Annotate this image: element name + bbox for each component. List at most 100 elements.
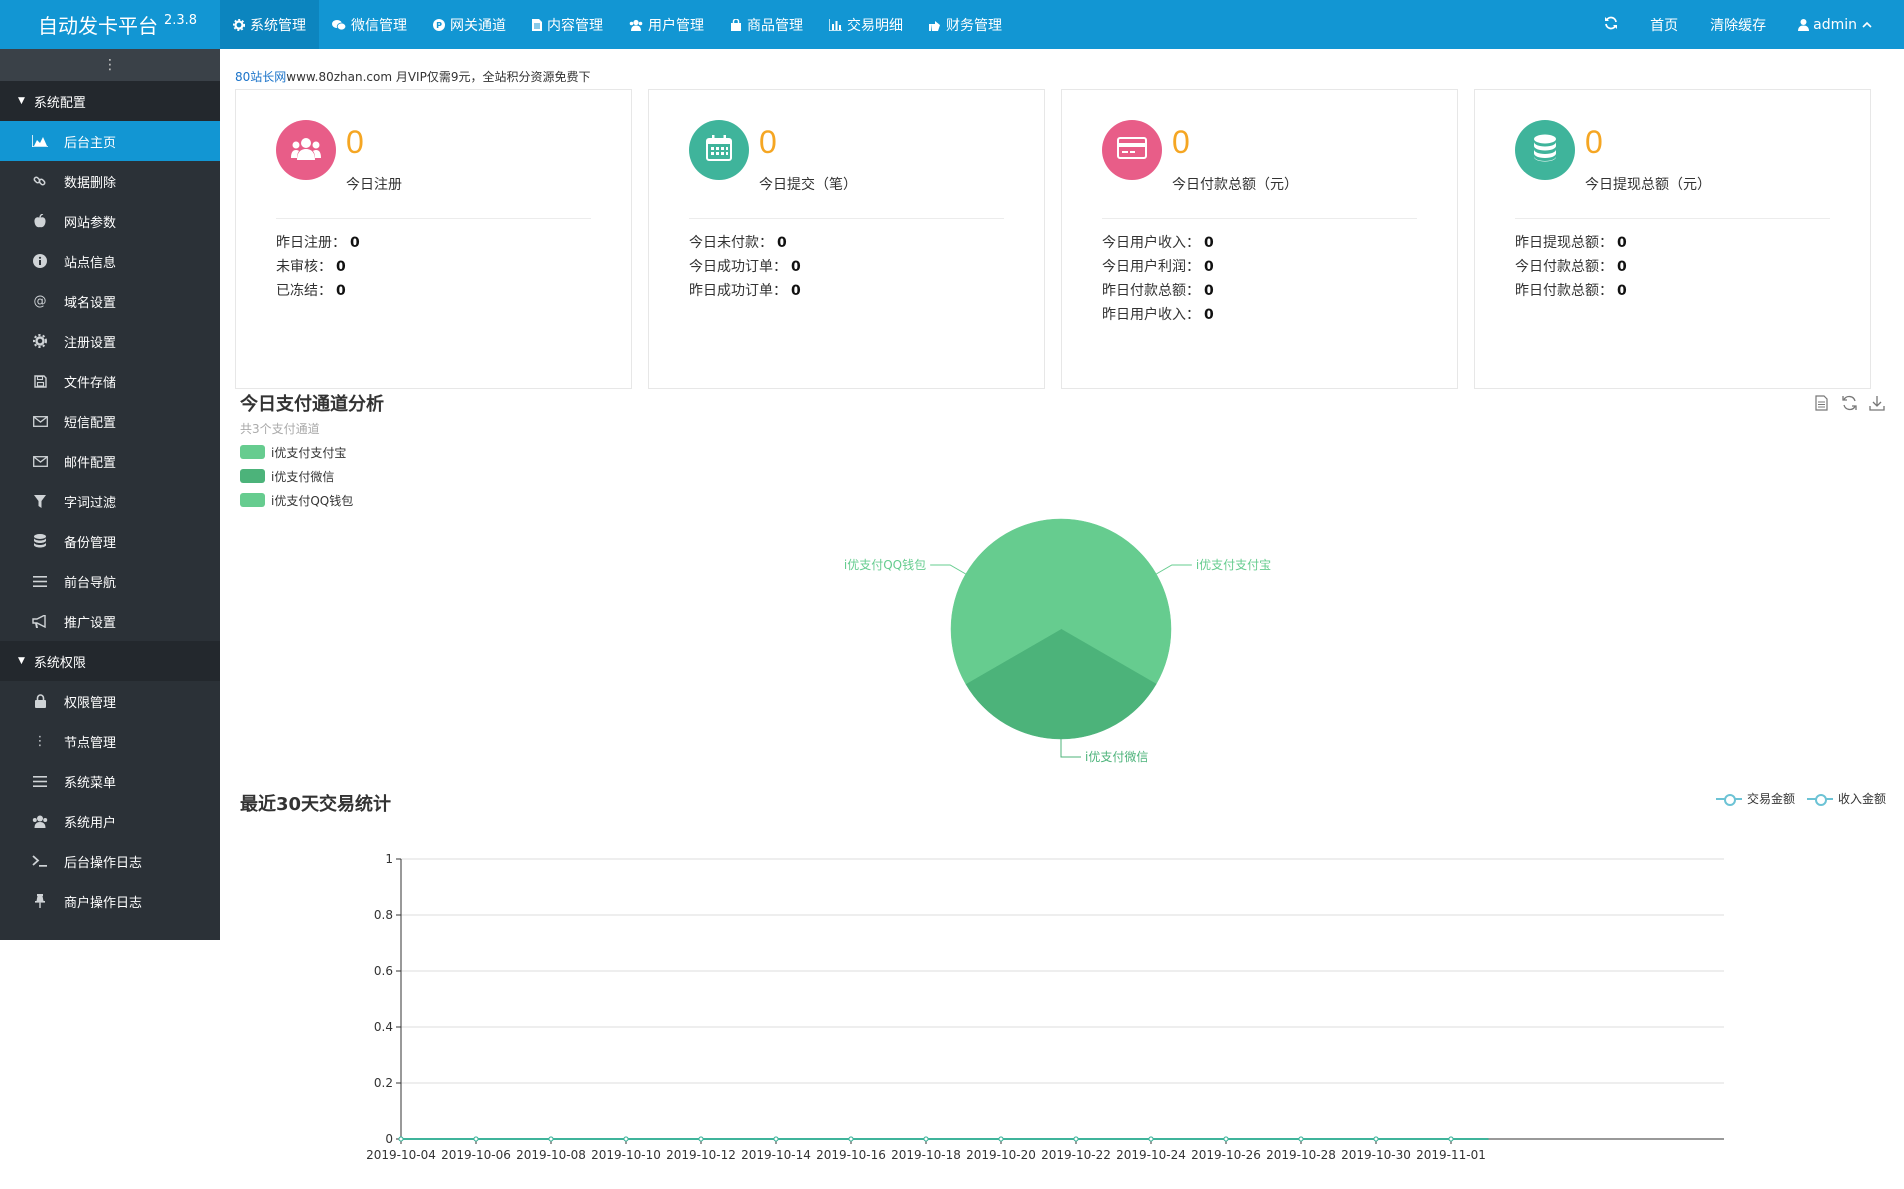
save-icon [30, 374, 50, 388]
pie-slice-label: i优支付支付宝 [1196, 558, 1271, 572]
sidebar-item-word-filter[interactable]: 字词过滤 [0, 481, 220, 521]
card-value: 0 [1172, 124, 1190, 160]
sidebar-item-nodes[interactable]: ⋮ 节点管理 [0, 721, 220, 761]
sidebar-item-promotion[interactable]: 推广设置 [0, 601, 220, 641]
sidebar-item-file-storage[interactable]: 文件存储 [0, 361, 220, 401]
pie-leader-line [930, 564, 966, 575]
sidebar-item-merchant-log[interactable]: 商户操作日志 [0, 881, 220, 921]
x-tick-label: 2019-10-06 [441, 1148, 511, 1162]
sidebar-item-permissions[interactable]: 权限管理 [0, 681, 220, 721]
stat-row: 未审核： 0 [276, 255, 360, 279]
stat-row: 昨日注册： 0 [276, 231, 360, 255]
legend-item[interactable]: 收入金额 [1806, 790, 1886, 807]
pie-slice [965, 628, 1157, 740]
sidebar-item-label: 后台操作日志 [64, 855, 143, 871]
stat-value: 0 [1617, 259, 1627, 275]
topnav-transactions[interactable]: 交易明细 [816, 0, 916, 49]
vertical-ellipsis-icon: ⋮ [103, 57, 117, 73]
legend-item[interactable]: i优支付QQ钱包 [240, 488, 353, 512]
data-point [548, 1136, 554, 1142]
legend-item[interactable]: i优支付微信 [240, 464, 353, 488]
card-value: 0 [759, 124, 777, 160]
stat-value: 0 [1204, 235, 1214, 251]
sidebar-item-system-menu[interactable]: 系统菜单 [0, 761, 220, 801]
sidebar-item-data-delete[interactable]: 数据删除 [0, 161, 220, 201]
pie-slice-label: i优支付QQ钱包 [844, 557, 926, 572]
pie-chart-title: 今日支付通道分析 [240, 394, 384, 415]
x-tick-label: 2019-10-26 [1191, 1148, 1261, 1162]
sidebar-item-sms[interactable]: 短信配置 [0, 401, 220, 441]
sidebar-item-label: 短信配置 [64, 415, 117, 431]
data-view-icon[interactable] [1812, 394, 1830, 412]
clear-cache-link[interactable]: 清除缓存 [1710, 17, 1767, 34]
topnav-wechat[interactable]: 微信管理 [319, 0, 420, 49]
sidebar-item-email[interactable]: 邮件配置 [0, 441, 220, 481]
sidebar-item-backup[interactable]: 备份管理 [0, 521, 220, 561]
brand[interactable]: 自动发卡平台 2.3.8 [0, 0, 220, 49]
refresh-button[interactable] [1588, 16, 1634, 34]
refresh-icon [1604, 16, 1618, 34]
sidebar-item-register[interactable]: 注册设置 [0, 321, 220, 361]
topnav-label: 交易明细 [847, 17, 903, 34]
shop-icon [730, 18, 742, 31]
stat-row: 今日成功订单： 0 [689, 255, 801, 279]
users-icon [629, 19, 643, 31]
stat-value: 0 [777, 235, 787, 251]
topnav-gateway[interactable]: P 网关通道 [420, 0, 519, 49]
sidebar-item-label: 站点信息 [64, 255, 117, 271]
sidebar-group-system-permissions[interactable]: ▼ 系统权限 [0, 641, 220, 681]
sidebar-item-front-nav[interactable]: 前台导航 [0, 561, 220, 601]
envelope-icon [30, 415, 50, 427]
restore-icon[interactable] [1840, 394, 1858, 412]
sidebar-item-site-params[interactable]: 网站参数 [0, 201, 220, 241]
sidebar-item-admin-log[interactable]: 后台操作日志 [0, 841, 220, 881]
envelope-icon [30, 455, 50, 467]
card-caption: 今日注册 [346, 177, 402, 193]
sidebar-item-label: 系统菜单 [64, 775, 117, 791]
topnav-finance[interactable]: 财务管理 [916, 0, 1015, 49]
notice-link[interactable]: 80站长网 [235, 70, 287, 84]
pie-leader-line [1060, 739, 1081, 758]
topnav-system[interactable]: 系统管理 [220, 0, 319, 49]
x-tick-label: 2019-10-22 [1041, 1148, 1111, 1162]
gear-icon [233, 18, 245, 31]
topnav-label: 内容管理 [547, 17, 603, 34]
download-icon[interactable] [1868, 394, 1886, 412]
topnav-content[interactable]: 内容管理 [519, 0, 616, 49]
stat-label: 今日未付款： [689, 235, 773, 251]
database-icon [1533, 134, 1557, 166]
pie-slice [950, 518, 1062, 685]
stat-row: 昨日付款总额： 0 [1102, 279, 1214, 303]
sidebar-item-site-info[interactable]: 站点信息 [0, 241, 220, 281]
data-point [1373, 1136, 1379, 1142]
legend-label: i优支付QQ钱包 [271, 493, 354, 508]
sidebar-item-system-users[interactable]: 系统用户 [0, 801, 220, 841]
sidebar-toggle[interactable]: ⋮ [0, 49, 220, 81]
card-divider [1102, 218, 1417, 219]
topnav-users[interactable]: 用户管理 [616, 0, 717, 49]
stat-row: 今日未付款： 0 [689, 231, 801, 255]
sidebar-item-label: 数据删除 [64, 175, 117, 191]
sidebar-item-label: 前台导航 [64, 575, 117, 591]
topnav-label: 网关通道 [450, 17, 506, 34]
brand-version: 2.3.8 [164, 13, 198, 28]
x-tick-label: 2019-10-20 [966, 1148, 1036, 1162]
legend-item[interactable]: i优支付支付宝 [240, 440, 353, 464]
area-chart-icon [30, 135, 50, 147]
sidebar-item-dashboard[interactable]: 后台主页 [0, 121, 220, 161]
stat-label: 昨日付款总额： [1102, 283, 1200, 299]
stat-value: 0 [1204, 283, 1214, 299]
calendar-icon [706, 135, 732, 165]
home-link[interactable]: 首页 [1650, 17, 1679, 34]
topnav-label: 系统管理 [250, 17, 306, 34]
user-icon [1798, 18, 1810, 31]
topnav-goods[interactable]: 商品管理 [717, 0, 816, 49]
legend-item[interactable]: 交易金额 [1715, 790, 1795, 807]
stat-value: 0 [1204, 307, 1214, 323]
bullhorn-icon [30, 614, 50, 628]
credit-card-icon [1117, 137, 1147, 163]
sidebar-group-system-config[interactable]: ▼ 系统配置 [0, 81, 220, 121]
sidebar-item-domain[interactable]: @ 域名设置 [0, 281, 220, 321]
pin-icon [30, 894, 50, 908]
user-menu[interactable]: admin [1782, 17, 1888, 33]
